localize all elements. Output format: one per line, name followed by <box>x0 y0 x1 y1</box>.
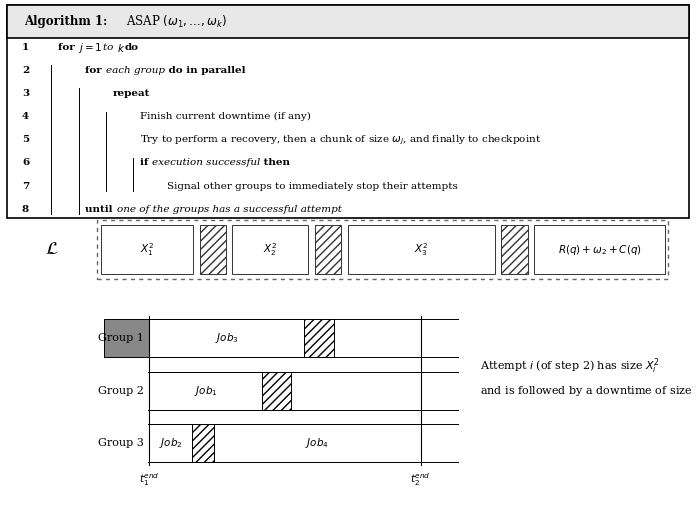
Text: and is followed by a downtime of size $Y_i^2$: and is followed by a downtime of size $Y… <box>480 382 696 401</box>
Text: execution successful: execution successful <box>152 158 260 167</box>
Text: Signal other groups to immediately stop their attempts: Signal other groups to immediately stop … <box>167 182 458 190</box>
Bar <box>150 424 192 462</box>
Text: repeat: repeat <box>113 89 150 98</box>
Text: $X_2^2$: $X_2^2$ <box>263 241 278 258</box>
Text: Finish current downtime (if any): Finish current downtime (if any) <box>140 112 311 121</box>
FancyBboxPatch shape <box>7 5 689 218</box>
Text: if: if <box>140 158 152 167</box>
Text: do in parallel: do in parallel <box>165 66 245 75</box>
Text: 3: 3 <box>22 89 29 98</box>
Text: 8: 8 <box>22 205 29 214</box>
Text: Group 2: Group 2 <box>98 386 144 396</box>
Text: 6: 6 <box>22 158 29 167</box>
Text: 4: 4 <box>22 112 29 121</box>
Text: Try to perform a recovery, then a chunk of size $\omega_j$, and finally to check: Try to perform a recovery, then a chunk … <box>140 133 541 146</box>
Bar <box>101 225 193 274</box>
Text: $R(q)+\omega_2+C(q)$: $R(q)+\omega_2+C(q)$ <box>557 243 642 257</box>
Text: for: for <box>86 66 106 75</box>
Text: $Job_2$: $Job_2$ <box>159 436 182 450</box>
Bar <box>104 319 150 357</box>
Text: then: then <box>260 158 290 167</box>
Bar <box>150 372 262 410</box>
Text: one of the groups has a successful attempt: one of the groups has a successful attem… <box>116 205 342 214</box>
Text: $\mathcal{L}$: $\mathcal{L}$ <box>45 240 59 259</box>
Text: Group 1: Group 1 <box>98 333 144 343</box>
Bar <box>315 225 341 274</box>
Text: 1: 1 <box>22 43 29 52</box>
Bar <box>535 225 665 274</box>
Text: Attempt $i$ (of step 2) has size $X_i^2$: Attempt $i$ (of step 2) has size $X_i^2$ <box>480 356 660 376</box>
Bar <box>304 319 334 357</box>
Text: 7: 7 <box>22 182 29 190</box>
Bar <box>150 319 304 357</box>
Text: $t_2^{end}$: $t_2^{end}$ <box>411 471 431 488</box>
Text: Group 3: Group 3 <box>98 438 144 448</box>
Text: 5: 5 <box>22 135 29 144</box>
Text: $Job_4$: $Job_4$ <box>306 436 329 450</box>
Bar <box>501 225 528 274</box>
Text: $k$: $k$ <box>116 41 125 54</box>
Text: $Job_3$: $Job_3$ <box>215 331 239 345</box>
Text: 2: 2 <box>22 66 29 75</box>
Text: $Job_1$: $Job_1$ <box>193 383 217 398</box>
Text: Algorithm 1:: Algorithm 1: <box>24 15 107 28</box>
Text: ASAP $(\omega_1, \ldots, \omega_k)$: ASAP $(\omega_1, \ldots, \omega_k)$ <box>126 13 228 30</box>
Bar <box>200 225 226 274</box>
Text: until: until <box>86 205 116 214</box>
Bar <box>232 225 308 274</box>
Bar <box>262 372 291 410</box>
Text: do: do <box>125 43 139 52</box>
Text: each group: each group <box>106 66 165 75</box>
Text: $X_1^2$: $X_1^2$ <box>140 241 154 258</box>
FancyBboxPatch shape <box>7 5 689 38</box>
Text: for: for <box>58 43 79 52</box>
Bar <box>214 424 420 462</box>
Bar <box>348 225 495 274</box>
Text: $t_1^{end}$: $t_1^{end}$ <box>139 471 159 488</box>
Bar <box>192 424 214 462</box>
Text: to: to <box>103 43 116 52</box>
Text: $X_3^2$: $X_3^2$ <box>414 241 428 258</box>
FancyBboxPatch shape <box>97 220 668 279</box>
Text: $j = 1$: $j = 1$ <box>79 40 103 55</box>
